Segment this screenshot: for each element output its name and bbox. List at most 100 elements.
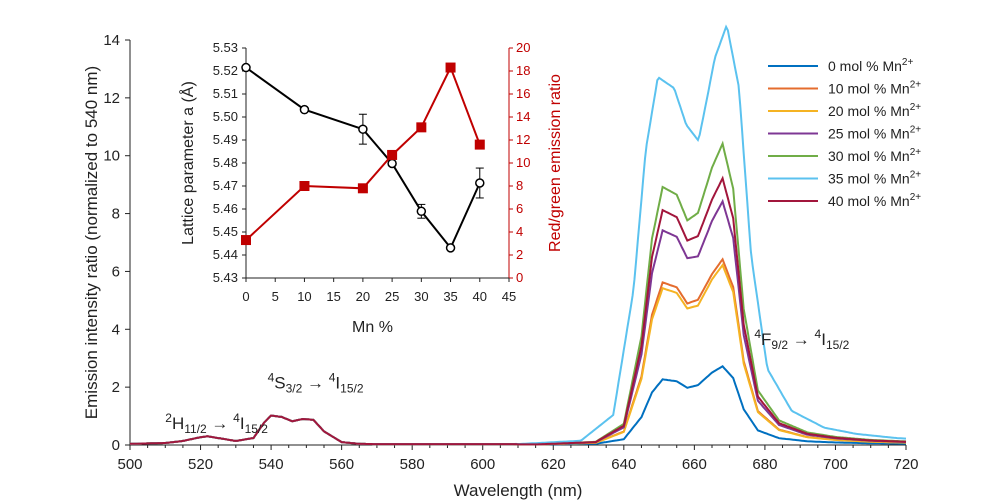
legend-label-text: 20 mol % Mn <box>828 103 910 119</box>
transition-label: 4​S3/2​ → 4​I15/2​ <box>268 371 364 396</box>
inset-y2-tick-label: 10 <box>516 155 530 170</box>
main-x-tick-label: 700 <box>823 456 848 473</box>
inset-y2-tick-label: 16 <box>516 86 530 101</box>
main-x-tick-label: 680 <box>752 456 777 473</box>
main-y-tick-label: 10 <box>103 148 120 165</box>
inset-y-tick-label: 5.52 <box>213 63 238 78</box>
main-x-tick-label: 620 <box>541 456 566 473</box>
lattice-point <box>416 206 427 217</box>
lattice-point <box>358 124 368 134</box>
inset-y-tick-label: 5.50 <box>213 109 238 124</box>
main-x-tick-label: 660 <box>682 456 707 473</box>
legend-label: 35 mol % Mn2+ <box>828 170 921 187</box>
inset-plot: 5.43 5.44 5.45 5.46 5.47 5.48 5.49 5.50 5.51 5.52… <box>178 40 564 336</box>
legend-label-sup: 2+ <box>902 57 914 68</box>
legend-label: 0 mol % Mn2+ <box>828 57 913 74</box>
main-x-tick-label: 600 <box>470 456 495 473</box>
lattice-point <box>241 62 251 73</box>
transition-label-part: 3/2 <box>286 382 303 396</box>
inset-x-tick-label: 10 <box>297 289 311 304</box>
legend-label: 10 mol % Mn2+ <box>828 80 921 97</box>
inset-y-tick-label: 5.49 <box>213 132 238 147</box>
transition-label-part: S <box>274 374 285 393</box>
inset-x-tick-label: 45 <box>502 289 516 304</box>
main-y-tick-label: 14 <box>103 32 120 49</box>
legend-label-sup: 2+ <box>910 102 922 113</box>
inset-y2-axis-label: Red/green emission ratio <box>547 74 564 252</box>
transition-label-part: 4 <box>233 411 240 425</box>
transition-label-part: I <box>240 414 245 433</box>
inset-y-tick-label: 5.53 <box>213 40 238 55</box>
inset-background <box>246 48 509 278</box>
ratio-point <box>445 62 456 73</box>
main-x-axis-label: Wavelength (nm) <box>454 481 583 500</box>
legend-label-text: 0 mol % Mn <box>828 58 902 74</box>
lattice-point <box>387 158 397 169</box>
inset-y2-tick-label: 0 <box>516 270 523 285</box>
legend-label: 20 mol % Mn2+ <box>828 102 921 119</box>
ratio-point <box>474 139 485 150</box>
transition-label-part: I <box>821 330 826 349</box>
transition-label-part: 4 <box>754 327 761 341</box>
inset-y2-tick-label: 2 <box>516 247 523 262</box>
transition-label-part: F <box>761 330 771 349</box>
inset-y-tick-label: 5.46 <box>213 201 238 216</box>
ratio-point <box>241 235 251 246</box>
inset-y-tick-label: 5.47 <box>213 178 238 193</box>
main-x-tick-label: 560 <box>329 456 354 473</box>
inset-x-tick-label: 25 <box>385 289 399 304</box>
inset-x-tick-label: 15 <box>326 289 340 304</box>
main-y-tick-label: 6 <box>112 263 120 280</box>
legend-label-text: 35 mol % Mn <box>828 171 910 187</box>
inset-x-tick-label: 5 <box>272 289 279 304</box>
main-x-tick-label: 720 <box>893 456 918 473</box>
legend-label: 25 mol % Mn2+ <box>828 125 921 142</box>
lattice-point <box>445 243 456 253</box>
inset-x-axis-label: Mn % <box>352 319 393 336</box>
inset-x-tick-label: 35 <box>443 289 457 304</box>
main-y-tick-label: 4 <box>112 321 120 338</box>
inset-y2-tick-label: 6 <box>516 201 523 216</box>
main-y-tick-label: 12 <box>103 90 120 107</box>
inset-y-tick-label: 5.43 <box>213 270 238 285</box>
ratio-point <box>416 122 427 133</box>
transition-label-part: → <box>302 374 328 393</box>
inset-y2-tick-label: 12 <box>516 132 530 147</box>
transition-label-part: 15/2 <box>826 338 850 352</box>
legend-label-sup: 2+ <box>910 192 922 203</box>
inset-y2-tick-label: 14 <box>516 109 530 124</box>
inset-y2-tick-label: 18 <box>516 63 530 78</box>
inset-x-tick-label: 40 <box>473 289 487 304</box>
spectrum-line-40-mol <box>130 175 907 446</box>
main-x-tick-label: 580 <box>400 456 425 473</box>
transition-label-part: 9/2 <box>771 338 788 352</box>
spectrum-line-10-mol <box>130 257 907 446</box>
inset-y-tick-label: 5.44 <box>213 247 238 262</box>
legend-label-sup: 2+ <box>910 147 922 158</box>
inset-y2-tick-label: 4 <box>516 224 523 239</box>
legend-label-sup: 2+ <box>910 125 922 136</box>
transition-label-part: 15/2 <box>340 382 364 396</box>
inset-y-axis-label: Lattice parameter a (Å) <box>178 81 197 245</box>
transition-label-part: 2 <box>165 411 172 425</box>
legend-label-text: 10 mol % Mn <box>828 81 910 97</box>
transition-label-part: → <box>207 414 233 433</box>
inset-y2-tick-label: 8 <box>516 178 523 193</box>
transition-label-part: I <box>335 374 340 393</box>
inset-x-tick-label: 20 <box>356 289 370 304</box>
lattice-point <box>475 178 485 188</box>
inset-y-tick-label: 5.51 <box>213 86 238 101</box>
legend-label-text: 25 mol % Mn <box>828 126 910 142</box>
legend-label-text: 30 mol % Mn <box>828 148 910 164</box>
legend: 0 mol % Mn2+10 mol % Mn2+20 mol % Mn2+25… <box>768 57 921 209</box>
main-y-axis-label: Emission intensity ratio (normalized to … <box>82 66 101 419</box>
legend-label-sup: 2+ <box>910 170 922 181</box>
legend-label: 30 mol % Mn2+ <box>828 147 921 164</box>
transition-label-part: 4 <box>815 327 822 341</box>
main-y-tick-label: 8 <box>112 206 120 223</box>
transition-label-part: → <box>788 330 814 349</box>
transition-label-part: 4 <box>329 371 336 385</box>
main-x-tick-label: 540 <box>259 456 284 473</box>
